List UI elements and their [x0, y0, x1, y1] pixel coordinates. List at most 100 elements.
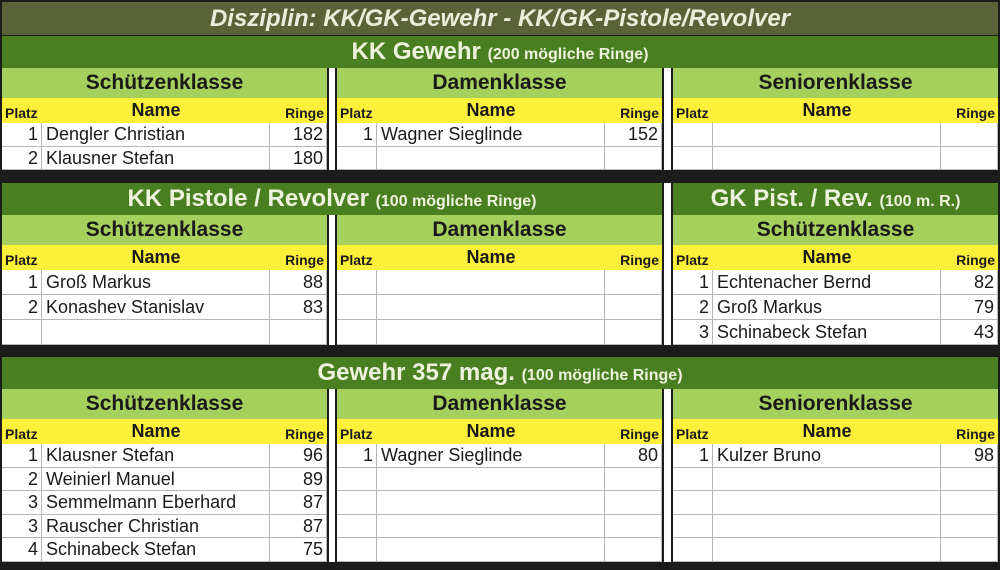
column-header-ringe: Ringe	[956, 426, 995, 442]
cell-platz: 2	[2, 146, 42, 170]
cell-platz	[673, 467, 713, 492]
section-subtitle: (100 mögliche Ringe)	[521, 367, 683, 384]
cell-name: Wagner Sieglinde	[377, 444, 605, 468]
column-header-name: Name	[802, 421, 852, 441]
cell-ringe: 83	[270, 295, 327, 320]
cell-platz: 1	[2, 270, 42, 295]
column-header-ringe: Ringe	[956, 105, 995, 121]
cell-platz	[337, 467, 377, 492]
cell-ringe	[605, 270, 662, 295]
cell-ringe	[605, 514, 662, 539]
column-header-name: Name	[131, 100, 181, 120]
cell-name: Konashev Stanislav	[42, 295, 270, 320]
cell-ringe	[605, 467, 662, 492]
cell-platz	[673, 146, 713, 170]
cell-ringe: 87	[270, 491, 327, 515]
column-header-platz: Platz	[340, 252, 373, 268]
cell-platz: 1	[337, 444, 377, 468]
cell-name: Weinierl Manuel	[42, 467, 270, 492]
cell-platz	[337, 491, 377, 515]
cell-ringe: 96	[270, 444, 327, 468]
cell-name	[713, 467, 941, 492]
column-divider	[327, 68, 337, 170]
class-header: Damenklasse	[337, 215, 662, 245]
cell-name	[377, 270, 605, 295]
column-header-ringe: Ringe	[285, 105, 324, 121]
cell-name: Wagner Sieglinde	[377, 123, 605, 147]
cell-platz	[337, 295, 377, 320]
cell-platz: 3	[673, 320, 713, 345]
column-divider	[327, 215, 337, 345]
column-header-row: Platz Name Ringe	[337, 98, 662, 123]
column-header-name: Name	[466, 247, 516, 267]
class-header: Schützenklasse	[673, 215, 998, 245]
section-title: KK Gewehr	[351, 38, 481, 65]
cell-name: Echtenacher Bernd	[713, 270, 941, 295]
cell-ringe	[941, 467, 998, 492]
cell-platz	[673, 123, 713, 147]
section-subtitle: (100 m. R.)	[879, 193, 961, 210]
cell-name: Klausner Stefan	[42, 444, 270, 468]
cell-name	[377, 491, 605, 515]
cell-name: Groß Markus	[42, 270, 270, 295]
column-header-ringe: Ringe	[285, 426, 324, 442]
column-header-ringe: Ringe	[285, 252, 324, 268]
column-header-row: Platz Name Ringe	[337, 245, 662, 270]
column-header-row: Platz Name Ringe	[2, 245, 327, 270]
cell-platz	[337, 514, 377, 539]
cell-ringe	[605, 320, 662, 345]
column-header-platz: Platz	[5, 105, 38, 121]
column-header-platz: Platz	[340, 426, 373, 442]
column-header-name: Name	[466, 421, 516, 441]
column-divider	[662, 389, 673, 562]
section-title: Gewehr 357 mag.	[317, 359, 515, 386]
cell-ringe: 182	[270, 123, 327, 147]
column-header-ringe: Ringe	[620, 252, 659, 268]
cell-ringe	[941, 514, 998, 539]
column-header-platz: Platz	[676, 105, 709, 121]
cell-name	[713, 146, 941, 170]
cell-ringe: 88	[270, 270, 327, 295]
column-header-platz: Platz	[5, 426, 38, 442]
cell-ringe: 79	[941, 295, 998, 320]
column-divider	[662, 68, 673, 170]
column-divider	[327, 389, 337, 562]
cell-name: Semmelmann Eberhard	[42, 491, 270, 515]
cell-name	[42, 320, 270, 345]
page-title: Disziplin: KK/GK-Gewehr - KK/GK-Pistole/…	[2, 2, 998, 35]
cell-platz	[337, 270, 377, 295]
column-header-ringe: Ringe	[620, 426, 659, 442]
cell-ringe: 80	[605, 444, 662, 468]
cell-name: Groß Markus	[713, 295, 941, 320]
column-header-name: Name	[131, 247, 181, 267]
cell-platz	[337, 538, 377, 562]
cell-platz: 1	[337, 123, 377, 147]
column-header-platz: Platz	[676, 426, 709, 442]
cell-name: Kulzer Bruno	[713, 444, 941, 468]
cell-name	[377, 146, 605, 170]
cell-ringe	[941, 146, 998, 170]
cell-name	[377, 320, 605, 345]
cell-name	[377, 467, 605, 492]
section-title: GK Pist. / Rev.	[710, 185, 873, 212]
cell-ringe: 43	[941, 320, 998, 345]
cell-ringe	[941, 123, 998, 147]
cell-name: Schinabeck Stefan	[42, 538, 270, 562]
cell-ringe: 89	[270, 467, 327, 492]
column-header-name: Name	[131, 421, 181, 441]
cell-platz	[2, 320, 42, 345]
column-header-row: Platz Name Ringe	[673, 245, 998, 270]
class-header: Damenklasse	[337, 389, 662, 419]
cell-name: Dengler Christian	[42, 123, 270, 147]
column-header-name: Name	[802, 247, 852, 267]
column-header-row: Platz Name Ringe	[2, 98, 327, 123]
cell-ringe	[605, 491, 662, 515]
cell-ringe	[605, 146, 662, 170]
cell-ringe	[941, 491, 998, 515]
cell-ringe: 82	[941, 270, 998, 295]
cell-platz: 1	[2, 123, 42, 147]
cell-platz: 2	[673, 295, 713, 320]
cell-platz: 4	[2, 538, 42, 562]
cell-platz: 1	[673, 444, 713, 468]
class-header: Seniorenklasse	[673, 389, 998, 419]
